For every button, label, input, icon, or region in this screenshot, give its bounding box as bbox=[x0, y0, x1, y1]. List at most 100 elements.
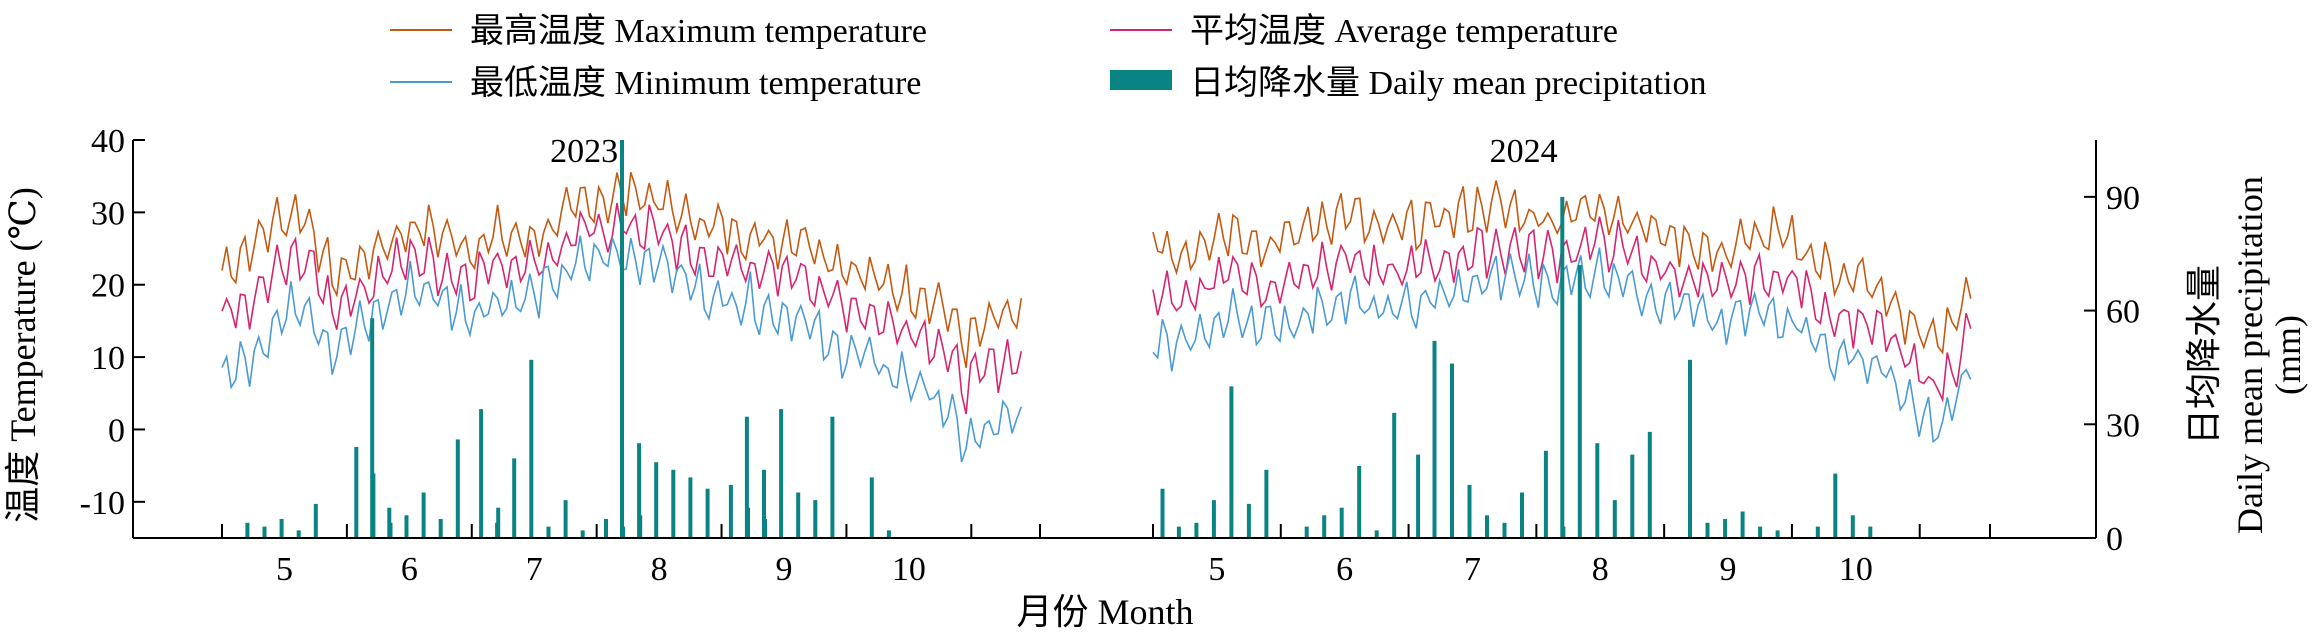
precip-bar-2024 bbox=[1229, 386, 1234, 538]
precip-bar-2024 bbox=[1612, 500, 1617, 538]
x-tick-label: 7 bbox=[526, 551, 543, 588]
y-axis-right-label-line3: (mm) bbox=[2268, 315, 2308, 395]
precip-bar-2023 bbox=[779, 409, 784, 538]
precip-bar-2024 bbox=[1485, 515, 1489, 538]
y-tick-label-right: 30 bbox=[2106, 407, 2140, 444]
x-tick-label: 5 bbox=[276, 551, 293, 588]
year-label: 2024 bbox=[1490, 133, 1558, 170]
y-axis-left-label: 温度 Temperature (℃) bbox=[3, 187, 43, 523]
legend-label-min: 最低温度 Minimum temperature bbox=[470, 64, 921, 102]
precip-bar-2024 bbox=[1194, 522, 1199, 538]
legend-swatch-precip bbox=[1110, 70, 1172, 90]
x-tick-label: 6 bbox=[1336, 551, 1353, 588]
x-tick-label: 6 bbox=[401, 551, 418, 588]
precip-bar-2023 bbox=[404, 515, 409, 538]
plot-area bbox=[221, 140, 1972, 538]
precip-bar-2023 bbox=[512, 458, 517, 538]
precip-bar-2023 bbox=[688, 477, 693, 538]
precip-bar-2024 bbox=[1432, 340, 1437, 538]
x-tick-label: 9 bbox=[775, 551, 792, 588]
precip-bar-2023 bbox=[496, 507, 501, 538]
precip-bar-2024 bbox=[1520, 492, 1524, 538]
precip-bar-2024 bbox=[1322, 515, 1327, 538]
x-tick-label: 9 bbox=[1720, 551, 1737, 588]
precip-bar-2024 bbox=[1374, 530, 1379, 538]
precip-bar-2024 bbox=[1850, 515, 1855, 538]
precip-bar-2023 bbox=[604, 519, 608, 538]
precip-bar-2024 bbox=[1392, 412, 1397, 538]
y-tick-label-left: 30 bbox=[91, 195, 125, 232]
precip-bar-2023 bbox=[744, 416, 749, 538]
precip-bar-2024 bbox=[1647, 431, 1652, 538]
precip-bar-2024 bbox=[1543, 450, 1548, 538]
precip-bar-2023 bbox=[830, 416, 835, 538]
precip-bar-2023 bbox=[354, 447, 359, 538]
precip-bar-2023 bbox=[869, 477, 874, 538]
precip-bar-2023 bbox=[529, 359, 534, 538]
precip-bar-2023 bbox=[654, 462, 659, 538]
precip-bar-2023 bbox=[886, 530, 891, 538]
y-axis-right-label-line2: Daily mean precipitation bbox=[2230, 176, 2270, 534]
precip-bar-2024 bbox=[1630, 454, 1635, 538]
precip-bar-2024 bbox=[1833, 473, 1838, 538]
precip-bar-2024 bbox=[1304, 526, 1309, 538]
precip-bar-2024 bbox=[1176, 526, 1181, 538]
precip-bar-2023 bbox=[438, 519, 443, 538]
y-tick-label-left: 20 bbox=[91, 268, 125, 305]
precip-bar-2023 bbox=[763, 519, 768, 538]
precip-bar-2023 bbox=[455, 439, 460, 538]
precip-bar-2024 bbox=[1246, 503, 1251, 538]
precip-bar-2023 bbox=[637, 443, 642, 538]
y-tick-label-left: 40 bbox=[91, 123, 125, 160]
y-axis-right-label-line1: 日均降水量 bbox=[2184, 265, 2224, 445]
y-tick-label-right: 60 bbox=[2106, 294, 2140, 331]
precip-bar-2023 bbox=[746, 507, 750, 538]
x-axis-label: 月份 Month bbox=[1016, 592, 1193, 632]
legend-label-avg: 平均温度 Average temperature bbox=[1190, 12, 1618, 50]
precip-bar-2024 bbox=[1160, 488, 1165, 538]
precip-bar-2024 bbox=[1705, 522, 1710, 538]
precip-bar-2023 bbox=[262, 526, 267, 538]
x-tick-label: 5 bbox=[1208, 551, 1225, 588]
precip-bar-2023 bbox=[546, 526, 551, 538]
precip-bar-2024 bbox=[1211, 500, 1216, 538]
precip-bar-2024 bbox=[1450, 363, 1454, 538]
precip-bar-2024 bbox=[1467, 484, 1472, 538]
precip-bar-2024 bbox=[1775, 530, 1780, 538]
precip-bar-2023 bbox=[813, 500, 818, 538]
x-tick-label: 7 bbox=[1464, 551, 1481, 588]
precip-bar-2023 bbox=[421, 492, 426, 538]
precip-bar-2024 bbox=[1595, 443, 1600, 538]
precip-bar-2023 bbox=[479, 409, 484, 538]
precip-bar-2023 bbox=[580, 530, 585, 538]
y-tick-label-left: -10 bbox=[80, 485, 125, 522]
precip-bar-2024 bbox=[1357, 466, 1362, 538]
x-tick-label: 10 bbox=[892, 551, 926, 588]
precip-bar-2023 bbox=[371, 473, 376, 538]
precip-bar-2024 bbox=[1560, 196, 1565, 538]
precip-bar-2024 bbox=[1339, 507, 1344, 538]
precip-bar-2024 bbox=[1758, 526, 1763, 538]
precip-bar-2023 bbox=[705, 488, 710, 538]
legend-label-max: 最高温度 Maximum temperature bbox=[470, 12, 927, 50]
precip-bar-2024 bbox=[1561, 526, 1566, 538]
precip-bar-2023 bbox=[388, 522, 393, 538]
precip-bar-2023 bbox=[563, 500, 568, 538]
precip-bar-2024 bbox=[1723, 519, 1728, 538]
year-label: 2023 bbox=[550, 133, 618, 170]
precip-bar-2024 bbox=[1815, 526, 1820, 538]
x-tick-label: 8 bbox=[651, 551, 668, 588]
precip-bar-2023 bbox=[796, 492, 801, 538]
precip-bar-2023 bbox=[762, 469, 766, 538]
precip-bar-2023 bbox=[638, 515, 643, 538]
precip-bar-2024 bbox=[1577, 265, 1582, 538]
x-tick-label: 10 bbox=[1839, 551, 1873, 588]
legend: 最高温度 Maximum temperature 平均温度 Average tem… bbox=[390, 12, 1707, 102]
precip-bar-2023 bbox=[621, 526, 626, 538]
precip-bar-2023 bbox=[370, 318, 375, 538]
precip-bar-2024 bbox=[1740, 511, 1745, 538]
precip-bar-2024 bbox=[1688, 359, 1692, 538]
y-tick-label-left: 10 bbox=[91, 340, 125, 377]
precip-bar-2024 bbox=[1264, 469, 1269, 538]
